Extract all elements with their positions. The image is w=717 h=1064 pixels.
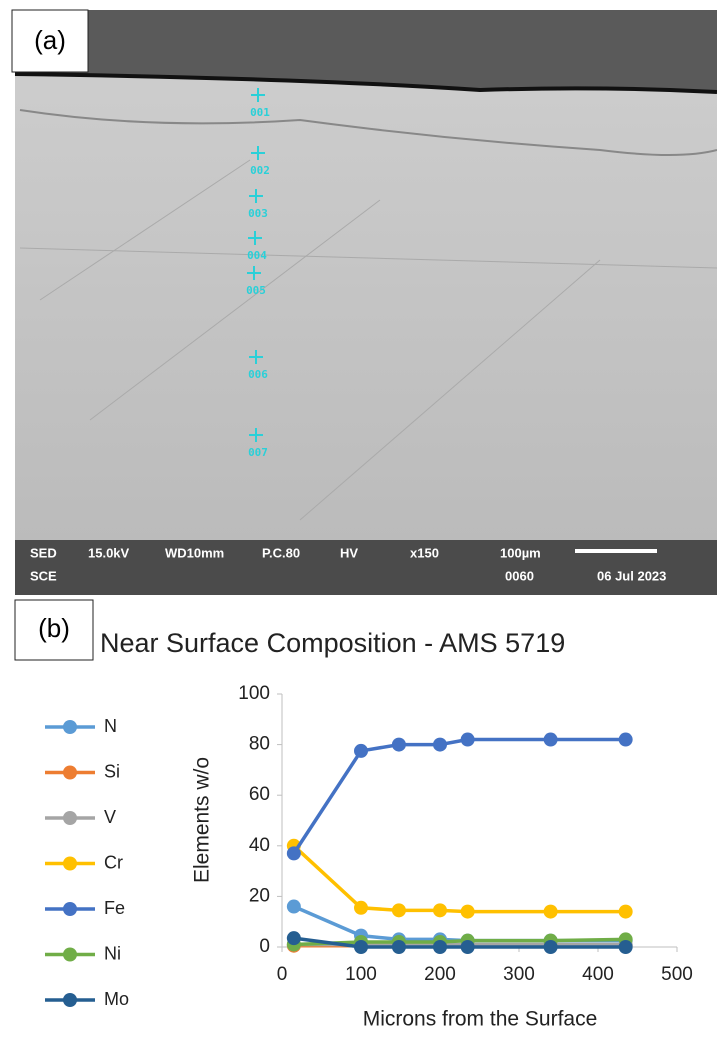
data-point: [354, 744, 368, 758]
data-point: [461, 940, 475, 954]
info-text: 100µm: [500, 545, 541, 560]
figure: (a) (b) Near Surface Composition - AMS 5…: [0, 0, 717, 1059]
point-label: 003: [248, 207, 268, 220]
legend-marker: [63, 902, 77, 916]
data-point: [287, 931, 301, 945]
info-text: 0060: [505, 568, 534, 583]
legend-label: Cr: [104, 852, 123, 872]
panel-label: (a): [34, 25, 66, 55]
panel-label: (b): [38, 613, 70, 643]
point-label: 001: [250, 106, 270, 119]
y-tick-label: 20: [249, 885, 270, 906]
info-text: WD10mm: [165, 545, 224, 560]
point-label: 007: [248, 446, 268, 459]
x-tick-label: 400: [582, 964, 614, 985]
data-point: [287, 900, 301, 914]
data-point: [354, 940, 368, 954]
legend-marker: [63, 811, 77, 825]
legend-label: N: [104, 716, 117, 736]
info-text: 15.0kV: [88, 545, 130, 560]
data-point: [392, 903, 406, 917]
data-point: [461, 733, 475, 747]
data-point: [433, 738, 447, 752]
y-tick-label: 100: [238, 683, 270, 704]
data-point: [619, 905, 633, 919]
sem-image: [15, 10, 717, 595]
y-tick-label: 40: [249, 835, 270, 856]
legend-marker: [63, 720, 77, 734]
data-point: [392, 738, 406, 752]
data-point: [544, 733, 558, 747]
y-tick-label: 0: [259, 936, 270, 957]
x-axis-label: Microns from the Surface: [363, 1008, 598, 1031]
info-text: HV: [340, 545, 358, 560]
data-point: [619, 733, 633, 747]
series-line: [294, 846, 626, 912]
legend-label: Si: [104, 761, 120, 781]
x-tick-label: 500: [661, 964, 693, 985]
data-point: [544, 940, 558, 954]
data-point: [392, 940, 406, 954]
info-text: SED: [30, 545, 57, 560]
legend-label: V: [104, 807, 116, 827]
data-point: [433, 903, 447, 917]
x-tick-label: 200: [424, 964, 456, 985]
info-text: x150: [410, 545, 439, 560]
info-text: SCE: [30, 568, 57, 583]
legend-label: Ni: [104, 943, 121, 963]
info-text: P.C.80: [262, 545, 300, 560]
y-axis-label: Elements w/o: [191, 757, 214, 883]
data-point: [287, 846, 301, 860]
x-tick-label: 300: [503, 964, 535, 985]
info-text: 06 Jul 2023: [597, 568, 666, 583]
x-tick-label: 100: [345, 964, 377, 985]
legend-marker: [63, 766, 77, 780]
legend-marker: [63, 857, 77, 871]
point-label: 002: [250, 164, 270, 177]
point-label: 004: [247, 249, 267, 262]
legend-label: Fe: [104, 898, 125, 918]
legend-marker: [63, 993, 77, 1007]
x-tick-label: 0: [277, 964, 288, 985]
data-point: [544, 905, 558, 919]
data-point: [461, 905, 475, 919]
legend-marker: [63, 948, 77, 962]
series-line: [294, 740, 626, 854]
y-tick-label: 60: [249, 784, 270, 805]
point-label: 006: [248, 368, 268, 381]
y-tick-label: 80: [249, 734, 270, 755]
chart-title: Near Surface Composition - AMS 5719: [100, 628, 565, 658]
data-point: [619, 940, 633, 954]
data-point: [433, 940, 447, 954]
data-point: [354, 901, 368, 915]
point-label: 005: [246, 284, 266, 297]
legend-label: Mo: [104, 989, 129, 1009]
